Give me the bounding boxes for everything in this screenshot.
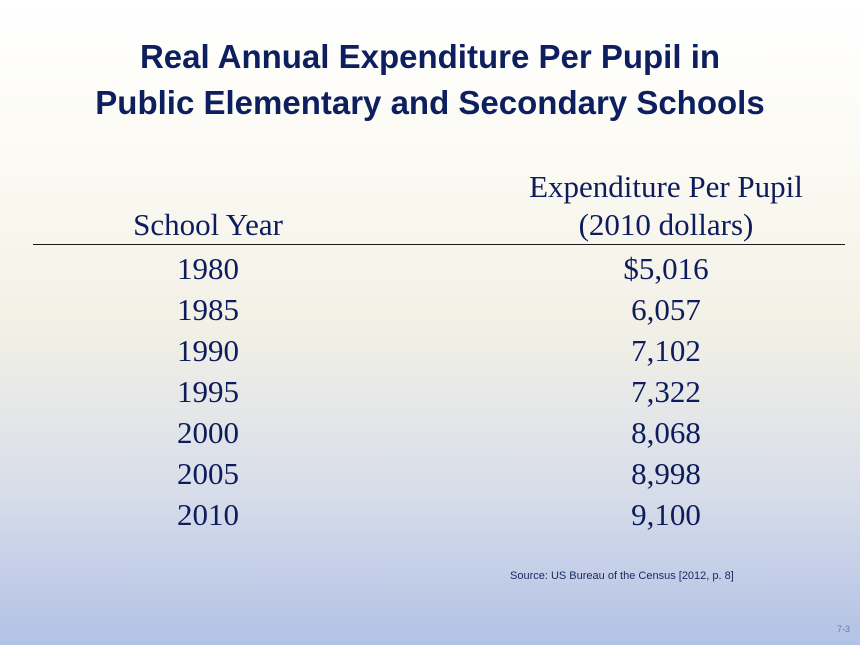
source-note: Source: US Bureau of the Census [2012, p…: [510, 570, 734, 582]
page-number: 7-3: [836, 624, 850, 634]
year-cell: 1980: [177, 251, 239, 286]
year-cell: 2005: [177, 456, 239, 491]
column-header-school-year: School Year: [133, 207, 283, 242]
year-cell: 2000: [177, 415, 239, 450]
table-row: 1985 6,057: [0, 291, 860, 332]
year-cell: 2010: [177, 497, 239, 532]
header-divider: [33, 244, 845, 245]
slide-title: Real Annual Expenditure Per Pupil in Pub…: [0, 34, 860, 126]
expenditure-cell: 8,068: [631, 415, 701, 450]
data-table: 1980 $5,016 1985 6,057 1990 7,102 1995 7…: [0, 250, 860, 537]
column-header-expenditure: Expenditure Per Pupil (2010 dollars): [486, 168, 846, 244]
table-row: 2000 8,068: [0, 414, 860, 455]
expenditure-cell: $5,016: [623, 251, 709, 286]
column-header-expenditure-line1: Expenditure Per Pupil: [529, 169, 803, 204]
expenditure-cell: 7,102: [631, 333, 701, 368]
expenditure-cell: 9,100: [631, 497, 701, 532]
table-row: 1990 7,102: [0, 332, 860, 373]
expenditure-cell: 7,322: [631, 374, 701, 409]
year-cell: 1985: [177, 292, 239, 327]
year-cell: 1995: [177, 374, 239, 409]
expenditure-cell: 6,057: [631, 292, 701, 327]
table-row: 2005 8,998: [0, 455, 860, 496]
table-row: 1980 $5,016: [0, 250, 860, 291]
year-cell: 1990: [177, 333, 239, 368]
column-header-expenditure-line2: (2010 dollars): [578, 207, 754, 242]
expenditure-cell: 8,998: [631, 456, 701, 491]
slide-title-line1: Real Annual Expenditure Per Pupil in: [139, 38, 721, 75]
table-row: 2010 9,100: [0, 496, 860, 537]
slide-title-line2: Public Elementary and Secondary Schools: [95, 84, 765, 121]
table-row: 1995 7,322: [0, 373, 860, 414]
